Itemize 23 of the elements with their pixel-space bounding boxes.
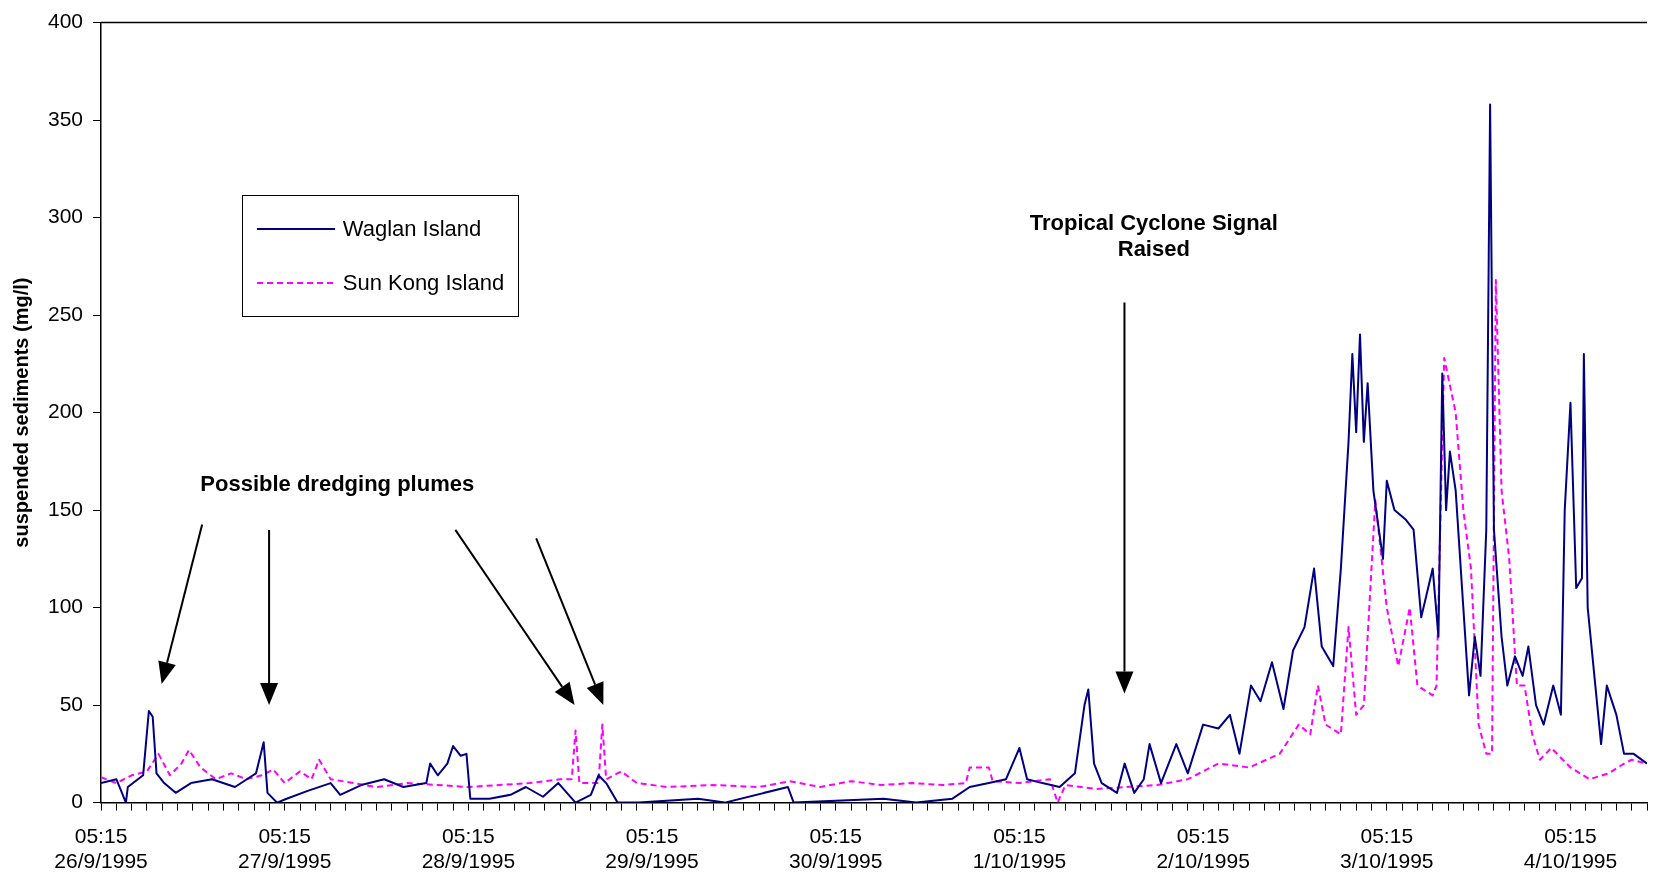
x-tick-label: 05:15 28/9/1995 xyxy=(421,824,516,873)
x-tick-label: 05:15 3/10/1995 xyxy=(1340,824,1434,873)
y-axis-title: suspended sediments (mg/l) xyxy=(9,277,32,548)
x-tick-label: 05:15 30/9/1995 xyxy=(789,824,883,873)
y-tick-label: 200 xyxy=(47,399,84,423)
y-tick-label: 350 xyxy=(47,106,84,130)
x-tick-label: 05:15 26/9/1995 xyxy=(54,824,148,873)
legend-label: Waglan Island xyxy=(342,215,482,242)
y-tick-label: 250 xyxy=(47,301,84,325)
y-tick-label: 150 xyxy=(47,496,84,520)
y-tick-label: 100 xyxy=(47,594,84,618)
x-tick-label: 05:15 27/9/1995 xyxy=(238,824,332,873)
x-tick-label: 05:15 1/10/1995 xyxy=(972,824,1067,873)
y-tick-label: 0 xyxy=(71,789,84,813)
x-tick-label: 05:15 29/9/1995 xyxy=(605,824,699,873)
y-tick-label: 300 xyxy=(47,204,84,228)
y-tick-label: 400 xyxy=(47,9,84,33)
y-tick-label: 50 xyxy=(59,691,84,715)
x-tick-label: 05:15 2/10/1995 xyxy=(1156,824,1250,873)
legend-label: Sun Kong Island xyxy=(342,269,505,296)
annotation: Tropical Cyclone Signal Raised xyxy=(1028,210,1279,263)
annotation: Possible dredging plumes xyxy=(199,471,476,498)
x-tick-label: 05:15 4/10/1995 xyxy=(1523,824,1618,873)
